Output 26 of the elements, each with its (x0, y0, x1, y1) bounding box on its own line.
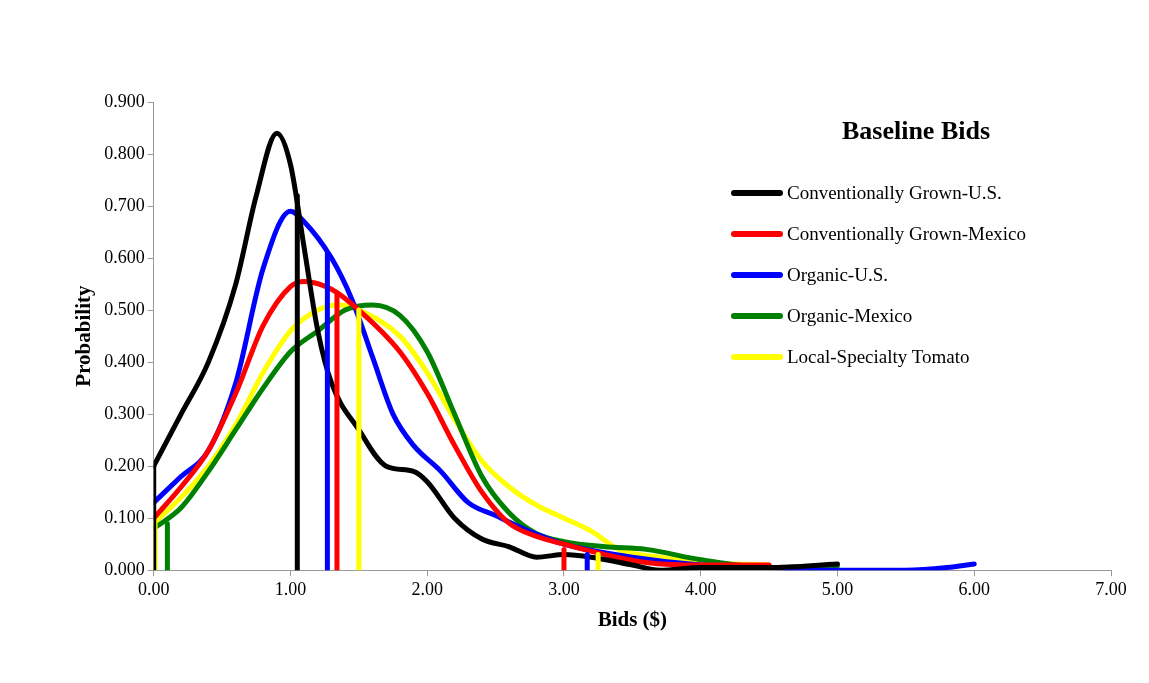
y-tick-label: 0.600 (104, 246, 145, 267)
legend-label: Conventionally Grown-U.S. (787, 181, 1002, 204)
x-tick-label: 1.00 (274, 578, 307, 599)
x-tick-label: 6.00 (958, 578, 990, 599)
x-tick-label: 2.00 (411, 578, 443, 599)
legend-label: Local-Specialty Tomato (787, 345, 970, 368)
y-tick-label: 0.300 (104, 402, 145, 423)
x-tick-label: 4.00 (684, 578, 717, 599)
legend-label: Conventionally Grown-Mexico (787, 222, 1027, 245)
y-tick-label: 0.200 (104, 454, 145, 475)
legend-label: Organic-Mexico (787, 304, 913, 327)
x-axis-title: Bids ($) (597, 606, 668, 631)
y-tick-label: 0.000 (104, 558, 145, 579)
y-tick-label: 0.400 (104, 350, 145, 371)
x-tick-label: 7.00 (1095, 578, 1127, 599)
x-tick-label: 0.00 (137, 578, 170, 599)
x-tick-label: 5.00 (821, 578, 854, 599)
y-tick-label: 0.100 (104, 506, 145, 527)
y-tick-label: 0.900 (104, 90, 145, 111)
y-axis-title: Probability (71, 285, 96, 387)
x-tick-label: 3.00 (548, 578, 580, 599)
y-tick-label: 0.500 (104, 298, 145, 319)
y-tick-label: 0.700 (104, 194, 145, 215)
y-tick-label: 0.800 (104, 142, 145, 163)
legend-title: Baseline Bids (840, 116, 992, 146)
legend-label: Organic-U.S. (787, 263, 888, 286)
